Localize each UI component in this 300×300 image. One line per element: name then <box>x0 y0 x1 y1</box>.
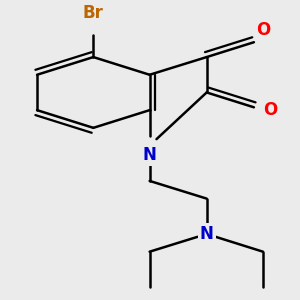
Text: N: N <box>143 146 157 164</box>
Text: O: O <box>256 21 270 39</box>
Text: Br: Br <box>83 4 104 22</box>
Text: N: N <box>200 225 214 243</box>
Text: O: O <box>263 101 277 119</box>
